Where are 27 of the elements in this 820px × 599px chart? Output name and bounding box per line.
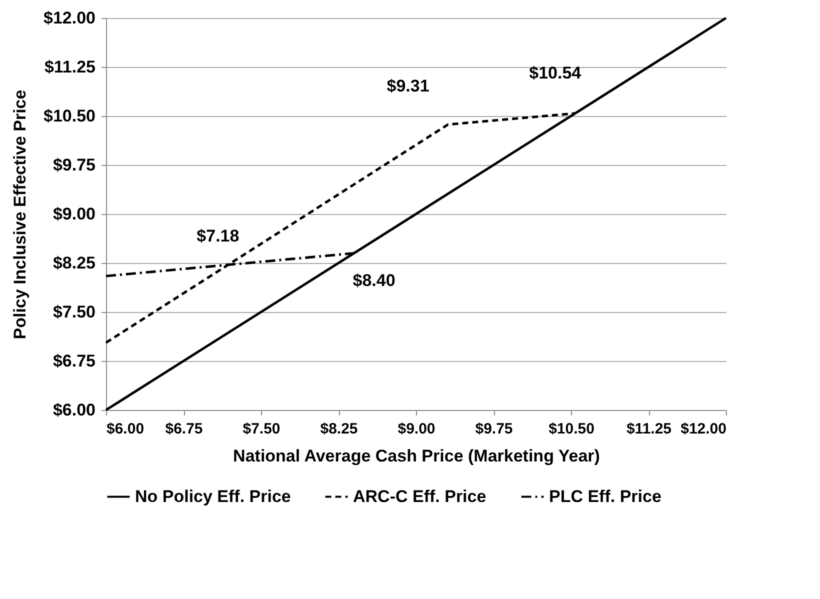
x-tick-label: $9.00 <box>398 420 436 438</box>
legend-label: ARC-C Eff. Price <box>353 486 486 506</box>
annotation: $8.40 <box>352 271 396 290</box>
y-tick-label: $6.00 <box>52 400 96 420</box>
x-tick-label: $11.25 <box>626 420 672 438</box>
x-tick-label: $9.75 <box>475 420 513 438</box>
y-tick-label: $8.25 <box>52 254 96 272</box>
annotation: $9.31 <box>386 76 430 96</box>
y-tick-label: $9.75 <box>52 156 96 174</box>
x-tick-label: $10.50 <box>548 420 594 438</box>
annotation: $10.54 <box>529 63 582 82</box>
legend-label: PLC Eff. Price <box>549 486 662 506</box>
x-tick-label: $6.75 <box>165 420 203 438</box>
x-tick-label: $8.25 <box>320 420 358 438</box>
y-tick-label: $12.00 <box>44 8 96 28</box>
y-tick-label: $9.00 <box>52 204 96 224</box>
x-axis-title: National Average Cash Price (Marketing Year) <box>233 446 600 466</box>
y-axis-title: Policy Inclusive Effective Price <box>10 90 30 340</box>
y-tick-label: $6.75 <box>52 352 96 370</box>
y-tick-label: $11.25 <box>44 58 96 76</box>
annotation: $7.18 <box>196 226 240 246</box>
x-tick-label: $12.00 <box>680 420 726 438</box>
x-tick-label: $6.00 <box>106 420 144 438</box>
y-tick-label: $10.50 <box>44 106 96 126</box>
x-tick-label: $7.50 <box>242 420 280 438</box>
legend-label: No Policy Eff. Price <box>135 486 291 506</box>
y-tick-label: $7.50 <box>52 302 96 322</box>
